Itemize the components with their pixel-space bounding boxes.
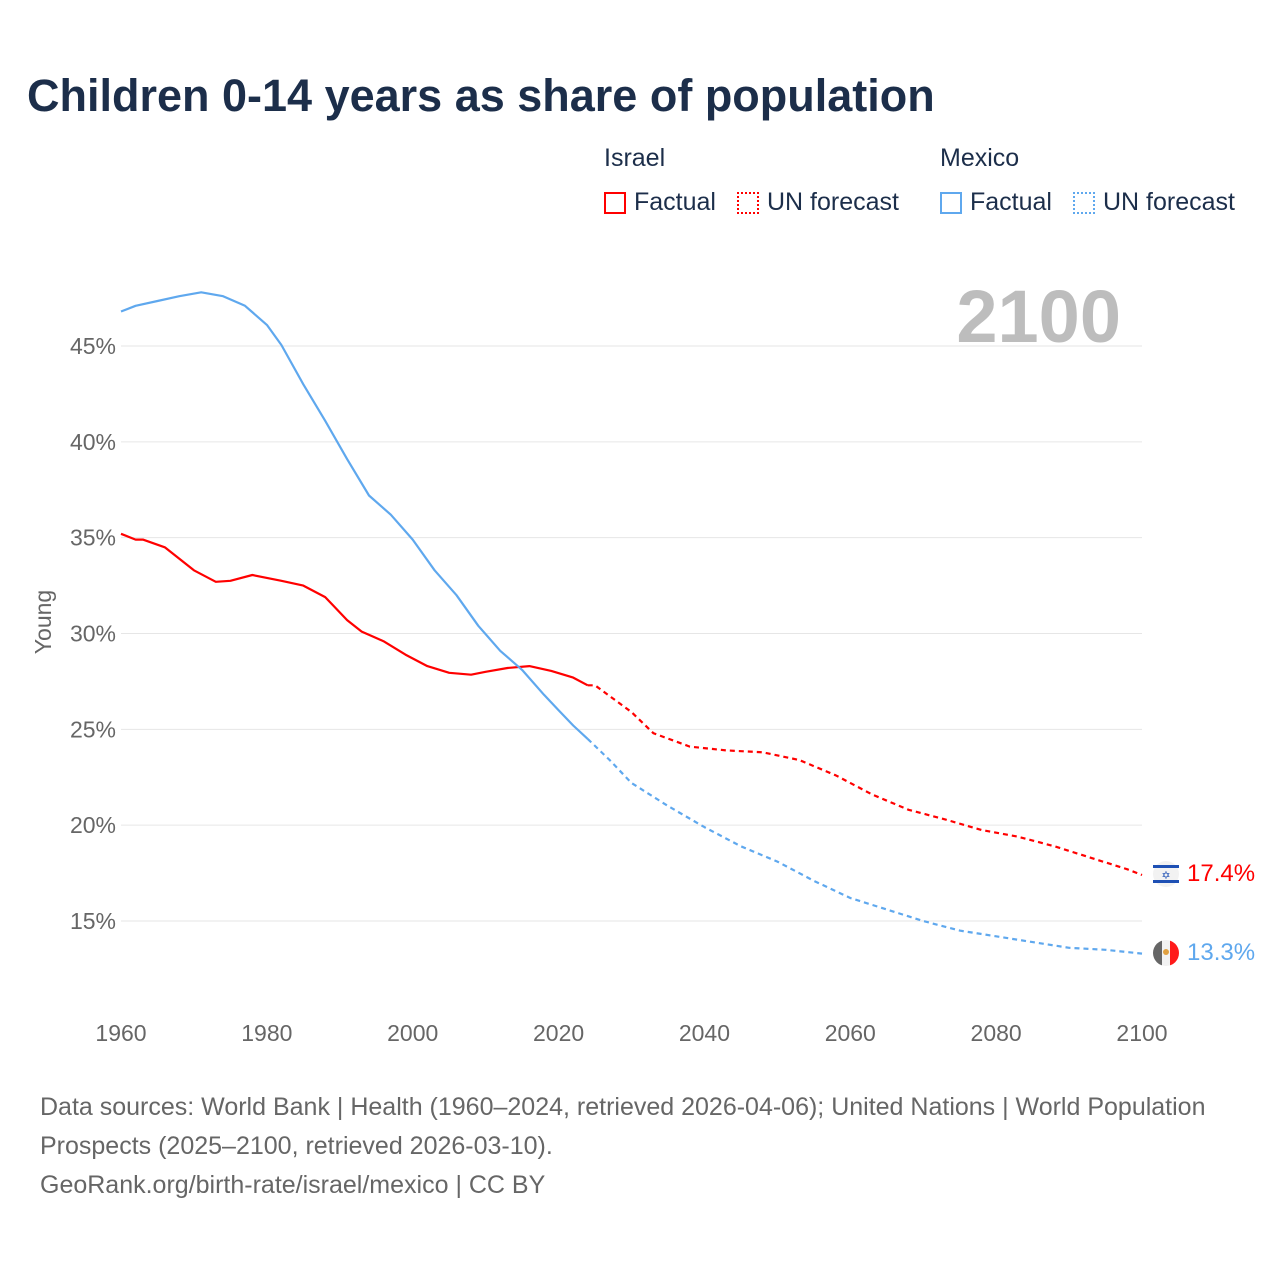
- svg-text:✡: ✡: [1161, 870, 1170, 882]
- mexico-forecast-line: [586, 738, 1143, 955]
- israel-flag-icon: ✡: [1153, 861, 1179, 887]
- legend-group-label: Mexico: [940, 144, 1020, 172]
- solid-swatch-icon: [604, 191, 626, 214]
- y-axis-label: Young: [30, 590, 56, 654]
- legend-israel: Israel Factual UN forecast: [604, 144, 899, 216]
- legend-mexico: Mexico Factual UN forecast: [940, 144, 1235, 216]
- footer: Data sources: World Bank | Health (1960–…: [40, 1088, 1240, 1205]
- y-tick-label: 45%: [70, 333, 116, 359]
- y-tick-label: 35%: [70, 525, 116, 551]
- y-tick-label: 15%: [70, 908, 116, 934]
- israel-end-label: 17.4%: [1187, 860, 1255, 887]
- x-tick-label: 1980: [241, 1020, 292, 1046]
- legend-label: Factual: [634, 188, 716, 216]
- y-tick-label: 25%: [70, 716, 116, 742]
- legend-israel-factual[interactable]: Factual: [604, 188, 716, 217]
- dotted-swatch-icon: [737, 191, 759, 214]
- israel-factual-line: [120, 532, 589, 687]
- x-tick-label: 2000: [387, 1020, 438, 1046]
- legend-mexico-forecast[interactable]: UN forecast: [1073, 188, 1235, 217]
- x-tick-label: 2060: [825, 1020, 876, 1046]
- solid-swatch-icon: [940, 191, 962, 214]
- x-tick-label: 2080: [971, 1020, 1022, 1046]
- mexico-end-label: 13.3%: [1187, 939, 1255, 966]
- x-tick-label: 1960: [95, 1020, 146, 1046]
- year-overlay: 2100: [956, 275, 1121, 358]
- data-sources: Data sources: World Bank | Health (1960–…: [40, 1093, 1206, 1160]
- y-tick-label: 40%: [70, 429, 116, 455]
- dotted-swatch-icon: [1073, 191, 1095, 214]
- source-link[interactable]: GeoRank.org/birth-rate/israel/mexico | C…: [40, 1171, 546, 1199]
- mexico-flag-icon: [1153, 940, 1179, 966]
- legend-group-label: Israel: [604, 144, 666, 172]
- x-tick-label: 2020: [533, 1020, 584, 1046]
- chart-title: Children 0-14 years as share of populati…: [27, 70, 935, 121]
- legend-mexico-factual[interactable]: Factual: [940, 188, 1052, 217]
- israel-forecast-line: [587, 684, 1143, 877]
- legend-label: Factual: [970, 188, 1052, 216]
- mexico-factual-line: [120, 291, 589, 740]
- legend-israel-forecast[interactable]: UN forecast: [737, 188, 899, 217]
- x-tick-label: 2040: [679, 1020, 730, 1046]
- legend-label: UN forecast: [1103, 188, 1235, 216]
- legend-label: UN forecast: [767, 188, 899, 216]
- y-tick-label: 30%: [70, 621, 116, 647]
- x-tick-label: 2100: [1116, 1020, 1167, 1046]
- y-tick-label: 20%: [70, 812, 116, 838]
